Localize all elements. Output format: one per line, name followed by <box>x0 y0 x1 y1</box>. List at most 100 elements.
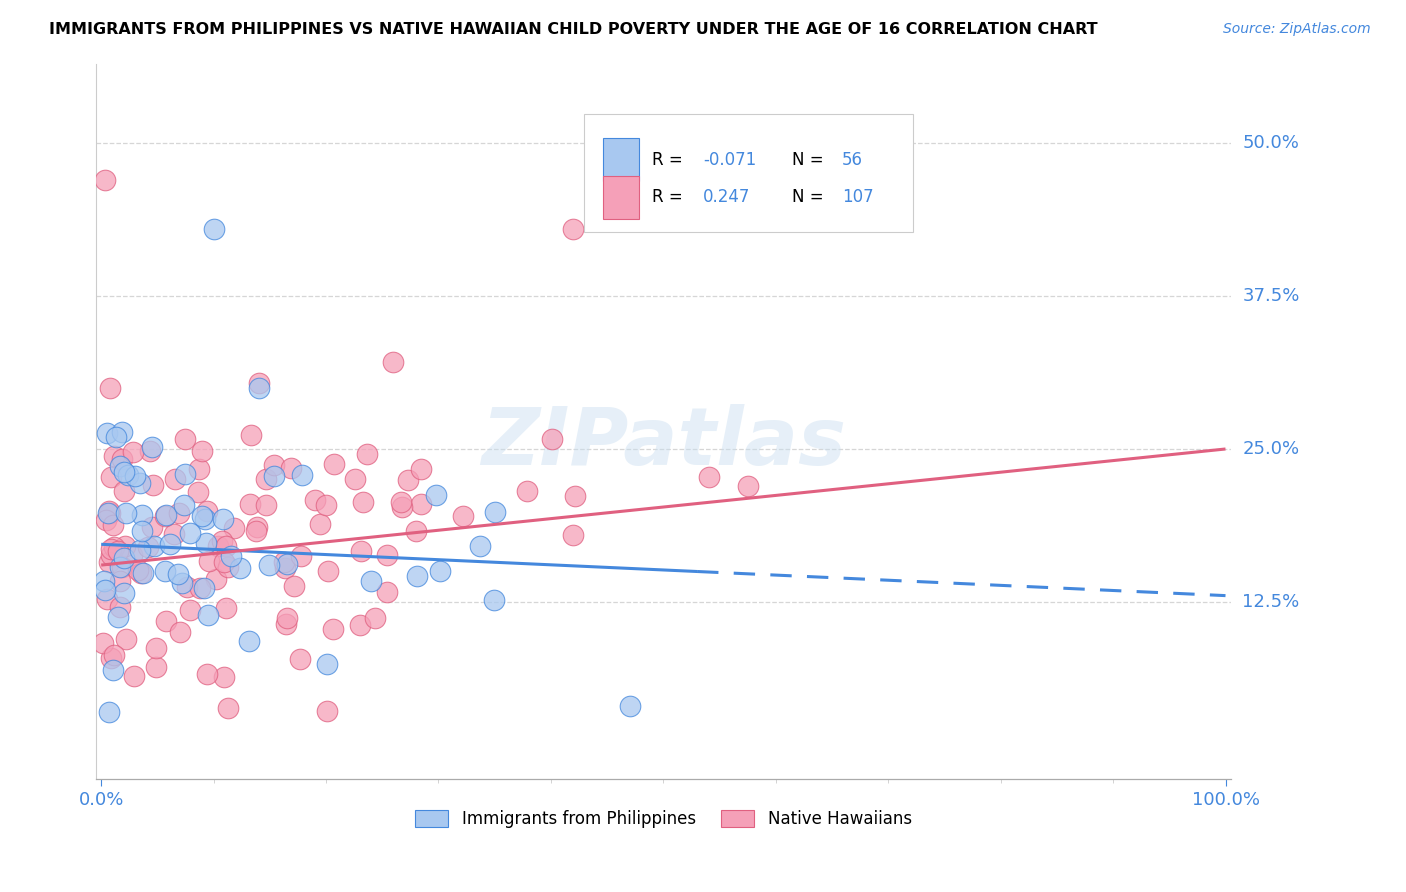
Point <box>163 472 186 486</box>
Point <box>291 468 314 483</box>
Point <box>429 564 451 578</box>
Text: 12.5%: 12.5% <box>1243 592 1299 611</box>
Point <box>129 566 152 580</box>
Point <box>215 540 238 554</box>
Point <box>263 458 285 472</box>
Point <box>193 511 215 525</box>
Point <box>238 497 260 511</box>
Point <box>202 222 225 236</box>
Point <box>107 609 129 624</box>
Point <box>139 443 162 458</box>
Point <box>159 536 181 550</box>
Point <box>117 467 139 482</box>
Point <box>562 222 585 236</box>
Point <box>153 564 176 578</box>
Point <box>103 518 125 533</box>
Text: N =: N = <box>792 188 828 206</box>
Point <box>191 508 214 523</box>
Point <box>288 652 311 666</box>
Point <box>541 432 564 446</box>
Point <box>107 544 129 558</box>
Point <box>112 483 135 498</box>
Text: ZIPatlas: ZIPatlas <box>481 404 846 482</box>
Point <box>108 599 131 614</box>
Point <box>246 520 269 534</box>
Point <box>381 355 404 369</box>
Point <box>561 528 583 542</box>
Point <box>195 667 218 681</box>
Point <box>290 549 312 564</box>
Point <box>111 425 134 439</box>
Point <box>131 524 153 539</box>
Point <box>108 574 131 588</box>
Point <box>411 462 433 476</box>
Point <box>356 447 378 461</box>
Point <box>697 470 720 484</box>
Point <box>212 670 235 684</box>
Point <box>375 585 398 599</box>
Point <box>207 540 229 554</box>
Point <box>564 489 586 503</box>
Point <box>263 469 285 483</box>
Point <box>323 457 346 471</box>
Point <box>155 614 177 628</box>
Point <box>247 381 270 395</box>
Point <box>193 582 215 596</box>
Point <box>141 520 163 534</box>
Point <box>619 698 641 713</box>
Point <box>274 561 297 575</box>
Text: 25.0%: 25.0% <box>1243 440 1299 458</box>
Point <box>112 550 135 565</box>
Text: 107: 107 <box>842 188 873 206</box>
Point <box>197 554 219 568</box>
Point <box>128 542 150 557</box>
Point <box>104 430 127 444</box>
Point <box>211 533 233 548</box>
Point <box>131 508 153 523</box>
Point <box>173 467 195 481</box>
Text: 0.247: 0.247 <box>703 188 751 206</box>
Point <box>350 544 373 558</box>
Point <box>179 603 201 617</box>
Point <box>280 461 302 475</box>
Point <box>453 509 475 524</box>
Point <box>257 558 280 572</box>
Point <box>114 539 136 553</box>
Point <box>254 472 277 486</box>
Legend: Immigrants from Philippines, Native Hawaiians: Immigrants from Philippines, Native Hawa… <box>408 804 918 835</box>
Point <box>316 705 339 719</box>
Point <box>169 624 191 639</box>
Point <box>228 560 250 574</box>
Point <box>238 634 260 648</box>
Point <box>470 539 492 553</box>
Point <box>360 574 382 588</box>
Point <box>322 622 344 636</box>
Point <box>155 508 177 522</box>
Point <box>122 445 145 459</box>
Point <box>239 428 262 442</box>
Point <box>96 425 118 440</box>
Point <box>145 659 167 673</box>
Point <box>93 636 115 650</box>
Point <box>304 493 326 508</box>
Point <box>316 657 339 671</box>
FancyBboxPatch shape <box>603 176 640 219</box>
Point <box>276 611 298 625</box>
Text: 56: 56 <box>842 151 863 169</box>
Point <box>247 376 270 390</box>
Point <box>93 574 115 589</box>
Point <box>124 468 146 483</box>
Point <box>254 498 277 512</box>
Point <box>364 611 387 625</box>
Point <box>349 618 371 632</box>
Text: N =: N = <box>792 151 828 169</box>
Point <box>352 495 374 509</box>
Point <box>111 452 134 467</box>
Point <box>195 504 218 518</box>
Point <box>103 648 125 662</box>
Point <box>97 555 120 569</box>
Point <box>94 583 117 598</box>
Point <box>98 381 121 395</box>
Text: -0.071: -0.071 <box>703 151 756 169</box>
Point <box>132 566 155 581</box>
